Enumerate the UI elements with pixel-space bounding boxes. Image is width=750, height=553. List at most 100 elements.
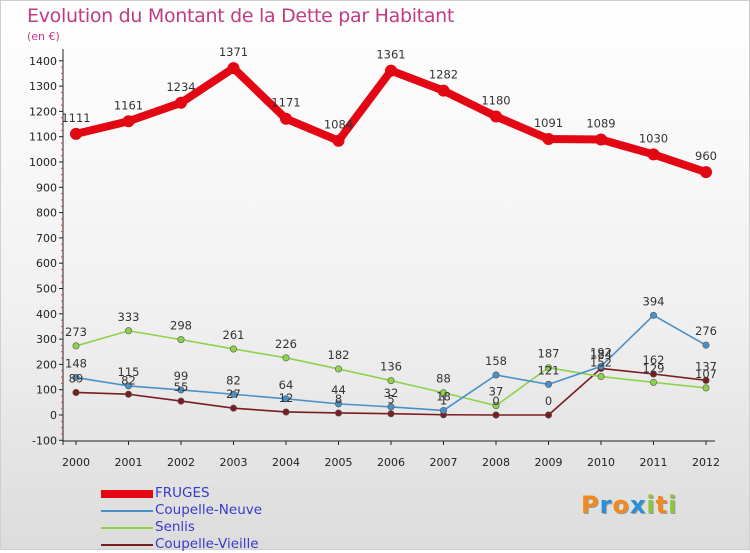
- data-label: 121: [538, 363, 560, 377]
- data-label: 394: [643, 294, 665, 308]
- data-label: 64: [279, 378, 294, 392]
- data-point: [177, 336, 185, 344]
- data-label: 37: [489, 385, 504, 399]
- data-point: [492, 402, 500, 410]
- data-point: [649, 311, 657, 319]
- y-tick-label: 1300: [29, 80, 57, 93]
- chart-subtitle: (en €): [27, 30, 60, 43]
- data-point: [649, 370, 657, 378]
- y-tick-label: 900: [36, 181, 57, 194]
- data-label: 18: [436, 389, 451, 403]
- data-point: [122, 115, 135, 128]
- data-label: 192: [590, 345, 612, 359]
- data-point: [282, 395, 290, 403]
- data-label: 148: [65, 357, 87, 371]
- data-label: 162: [643, 353, 665, 367]
- data-label: 261: [223, 328, 245, 342]
- data-label: 129: [643, 361, 665, 375]
- y-tick-label: 300: [36, 333, 57, 346]
- y-tick-label: 1100: [29, 131, 57, 144]
- data-point: [492, 371, 500, 379]
- legend-item: Coupelle-Neuve: [101, 502, 361, 519]
- data-label: 12: [279, 391, 294, 405]
- data-label: 1234: [166, 80, 195, 94]
- data-label: 5: [387, 393, 394, 407]
- data-label: 8: [335, 392, 342, 406]
- data-point: [387, 403, 395, 411]
- x-tick-label: 2003: [220, 456, 248, 469]
- data-point: [490, 110, 502, 123]
- data-label: 1361: [376, 48, 405, 62]
- data-label: 1180: [481, 93, 510, 107]
- chart-title: Evolution du Montant de la Dette par Hab…: [27, 5, 455, 27]
- x-tick-label: 2000: [62, 456, 90, 469]
- data-label: 152: [590, 356, 612, 370]
- data-label: 276: [695, 324, 717, 338]
- data-point: [282, 354, 290, 362]
- data-point: [385, 64, 397, 77]
- data-label: 184: [590, 347, 612, 361]
- data-point: [544, 364, 552, 372]
- data-point: [280, 112, 292, 125]
- y-tick-label: 500: [36, 283, 57, 296]
- data-label: 99: [174, 369, 189, 383]
- data-label: 187: [538, 347, 560, 361]
- data-point: [597, 362, 605, 370]
- legend-item: FRUGES: [101, 485, 361, 502]
- data-point: [702, 376, 710, 384]
- data-point: [437, 84, 450, 97]
- data-point: [334, 409, 342, 417]
- x-tick-label: 2006: [377, 456, 405, 469]
- data-label: 82: [121, 373, 136, 387]
- y-tick-label: 1400: [29, 55, 57, 68]
- data-point: [439, 406, 447, 414]
- legend-swatch: [101, 544, 153, 546]
- data-label: 136: [380, 360, 402, 374]
- x-tick-label: 2001: [115, 456, 143, 469]
- y-tick-label: 700: [36, 232, 57, 245]
- data-label: 1091: [534, 116, 563, 130]
- data-point: [230, 390, 238, 398]
- data-label: 107: [695, 367, 717, 381]
- y-tick-label: 0: [50, 409, 57, 422]
- y-tick-label: 600: [36, 257, 57, 270]
- data-label: 1: [440, 394, 447, 408]
- legend-swatch: [101, 510, 153, 512]
- data-label: 137: [695, 359, 717, 373]
- data-point: [72, 374, 80, 382]
- data-point: [387, 377, 395, 385]
- x-tick-label: 2005: [325, 456, 353, 469]
- data-point: [230, 404, 238, 412]
- data-label: 158: [485, 354, 507, 368]
- legend-item: Senlis: [101, 519, 361, 536]
- data-label: 1371: [219, 45, 248, 59]
- x-tick-label: 2002: [167, 456, 195, 469]
- data-point: [332, 134, 345, 147]
- data-point: [125, 327, 133, 335]
- x-tick-label: 2007: [430, 456, 458, 469]
- data-label: 115: [118, 365, 140, 379]
- data-point: [227, 62, 240, 75]
- proxiti-logo: Proxiti: [581, 491, 678, 519]
- data-point: [334, 365, 342, 373]
- data-point: [177, 386, 185, 394]
- y-tick-label: 1000: [29, 156, 57, 169]
- x-tick-label: 2004: [272, 456, 300, 469]
- data-point: [387, 410, 395, 418]
- x-tick-label: 2010: [587, 456, 615, 469]
- data-label: 1084: [324, 118, 353, 132]
- data-label: 1111: [61, 111, 90, 125]
- data-point: [597, 373, 605, 381]
- data-point: [649, 378, 657, 386]
- legend-swatch: [101, 527, 153, 529]
- data-label: 333: [118, 310, 140, 324]
- y-tick-label: 400: [36, 308, 57, 321]
- y-tick-label: 100: [36, 384, 57, 397]
- data-label: 298: [170, 319, 192, 333]
- data-label: 182: [328, 348, 350, 362]
- y-tick-label: 800: [36, 207, 57, 220]
- data-point: [70, 127, 82, 140]
- legend: FRUGES Coupelle-Neuve Senlis Coupelle-Vieil…: [101, 485, 361, 553]
